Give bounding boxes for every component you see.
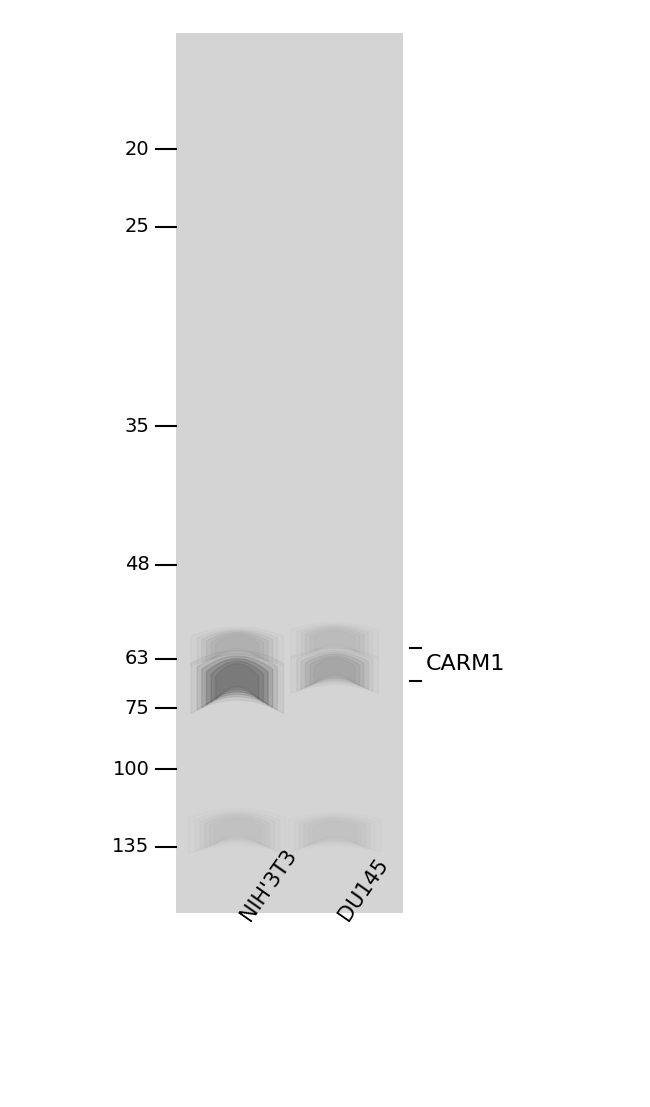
Polygon shape [216,664,259,701]
Text: 100: 100 [112,759,150,779]
Polygon shape [296,651,373,691]
Polygon shape [306,654,364,687]
Polygon shape [209,817,265,846]
Polygon shape [299,817,370,849]
Text: 135: 135 [112,837,150,857]
Polygon shape [304,818,365,847]
Polygon shape [310,629,359,653]
Polygon shape [216,635,259,658]
Polygon shape [296,624,373,658]
Text: CARM1: CARM1 [426,654,505,674]
Text: 35: 35 [125,416,150,436]
Text: 75: 75 [125,699,150,718]
Polygon shape [207,659,268,705]
Polygon shape [313,821,356,844]
Polygon shape [195,811,280,851]
Text: 20: 20 [125,139,150,159]
Text: 48: 48 [125,555,150,575]
Text: DU145: DU145 [335,855,392,924]
Polygon shape [315,658,355,684]
Polygon shape [301,652,369,690]
Polygon shape [291,649,378,693]
Polygon shape [214,818,260,845]
Polygon shape [211,633,263,660]
Polygon shape [197,629,278,664]
Text: 63: 63 [125,649,150,669]
Polygon shape [200,813,274,850]
Polygon shape [207,632,268,661]
Polygon shape [205,815,270,848]
Polygon shape [294,815,375,850]
Polygon shape [310,656,359,685]
Polygon shape [202,631,273,662]
Polygon shape [191,651,283,714]
Polygon shape [197,654,278,711]
Text: NIH'3T3: NIH'3T3 [237,846,301,924]
Polygon shape [301,627,369,655]
Polygon shape [306,628,364,654]
Polygon shape [309,820,361,846]
Polygon shape [315,631,355,651]
Polygon shape [191,628,283,666]
FancyBboxPatch shape [176,33,403,913]
Text: 25: 25 [125,217,150,237]
Polygon shape [211,661,263,703]
Polygon shape [202,656,273,707]
